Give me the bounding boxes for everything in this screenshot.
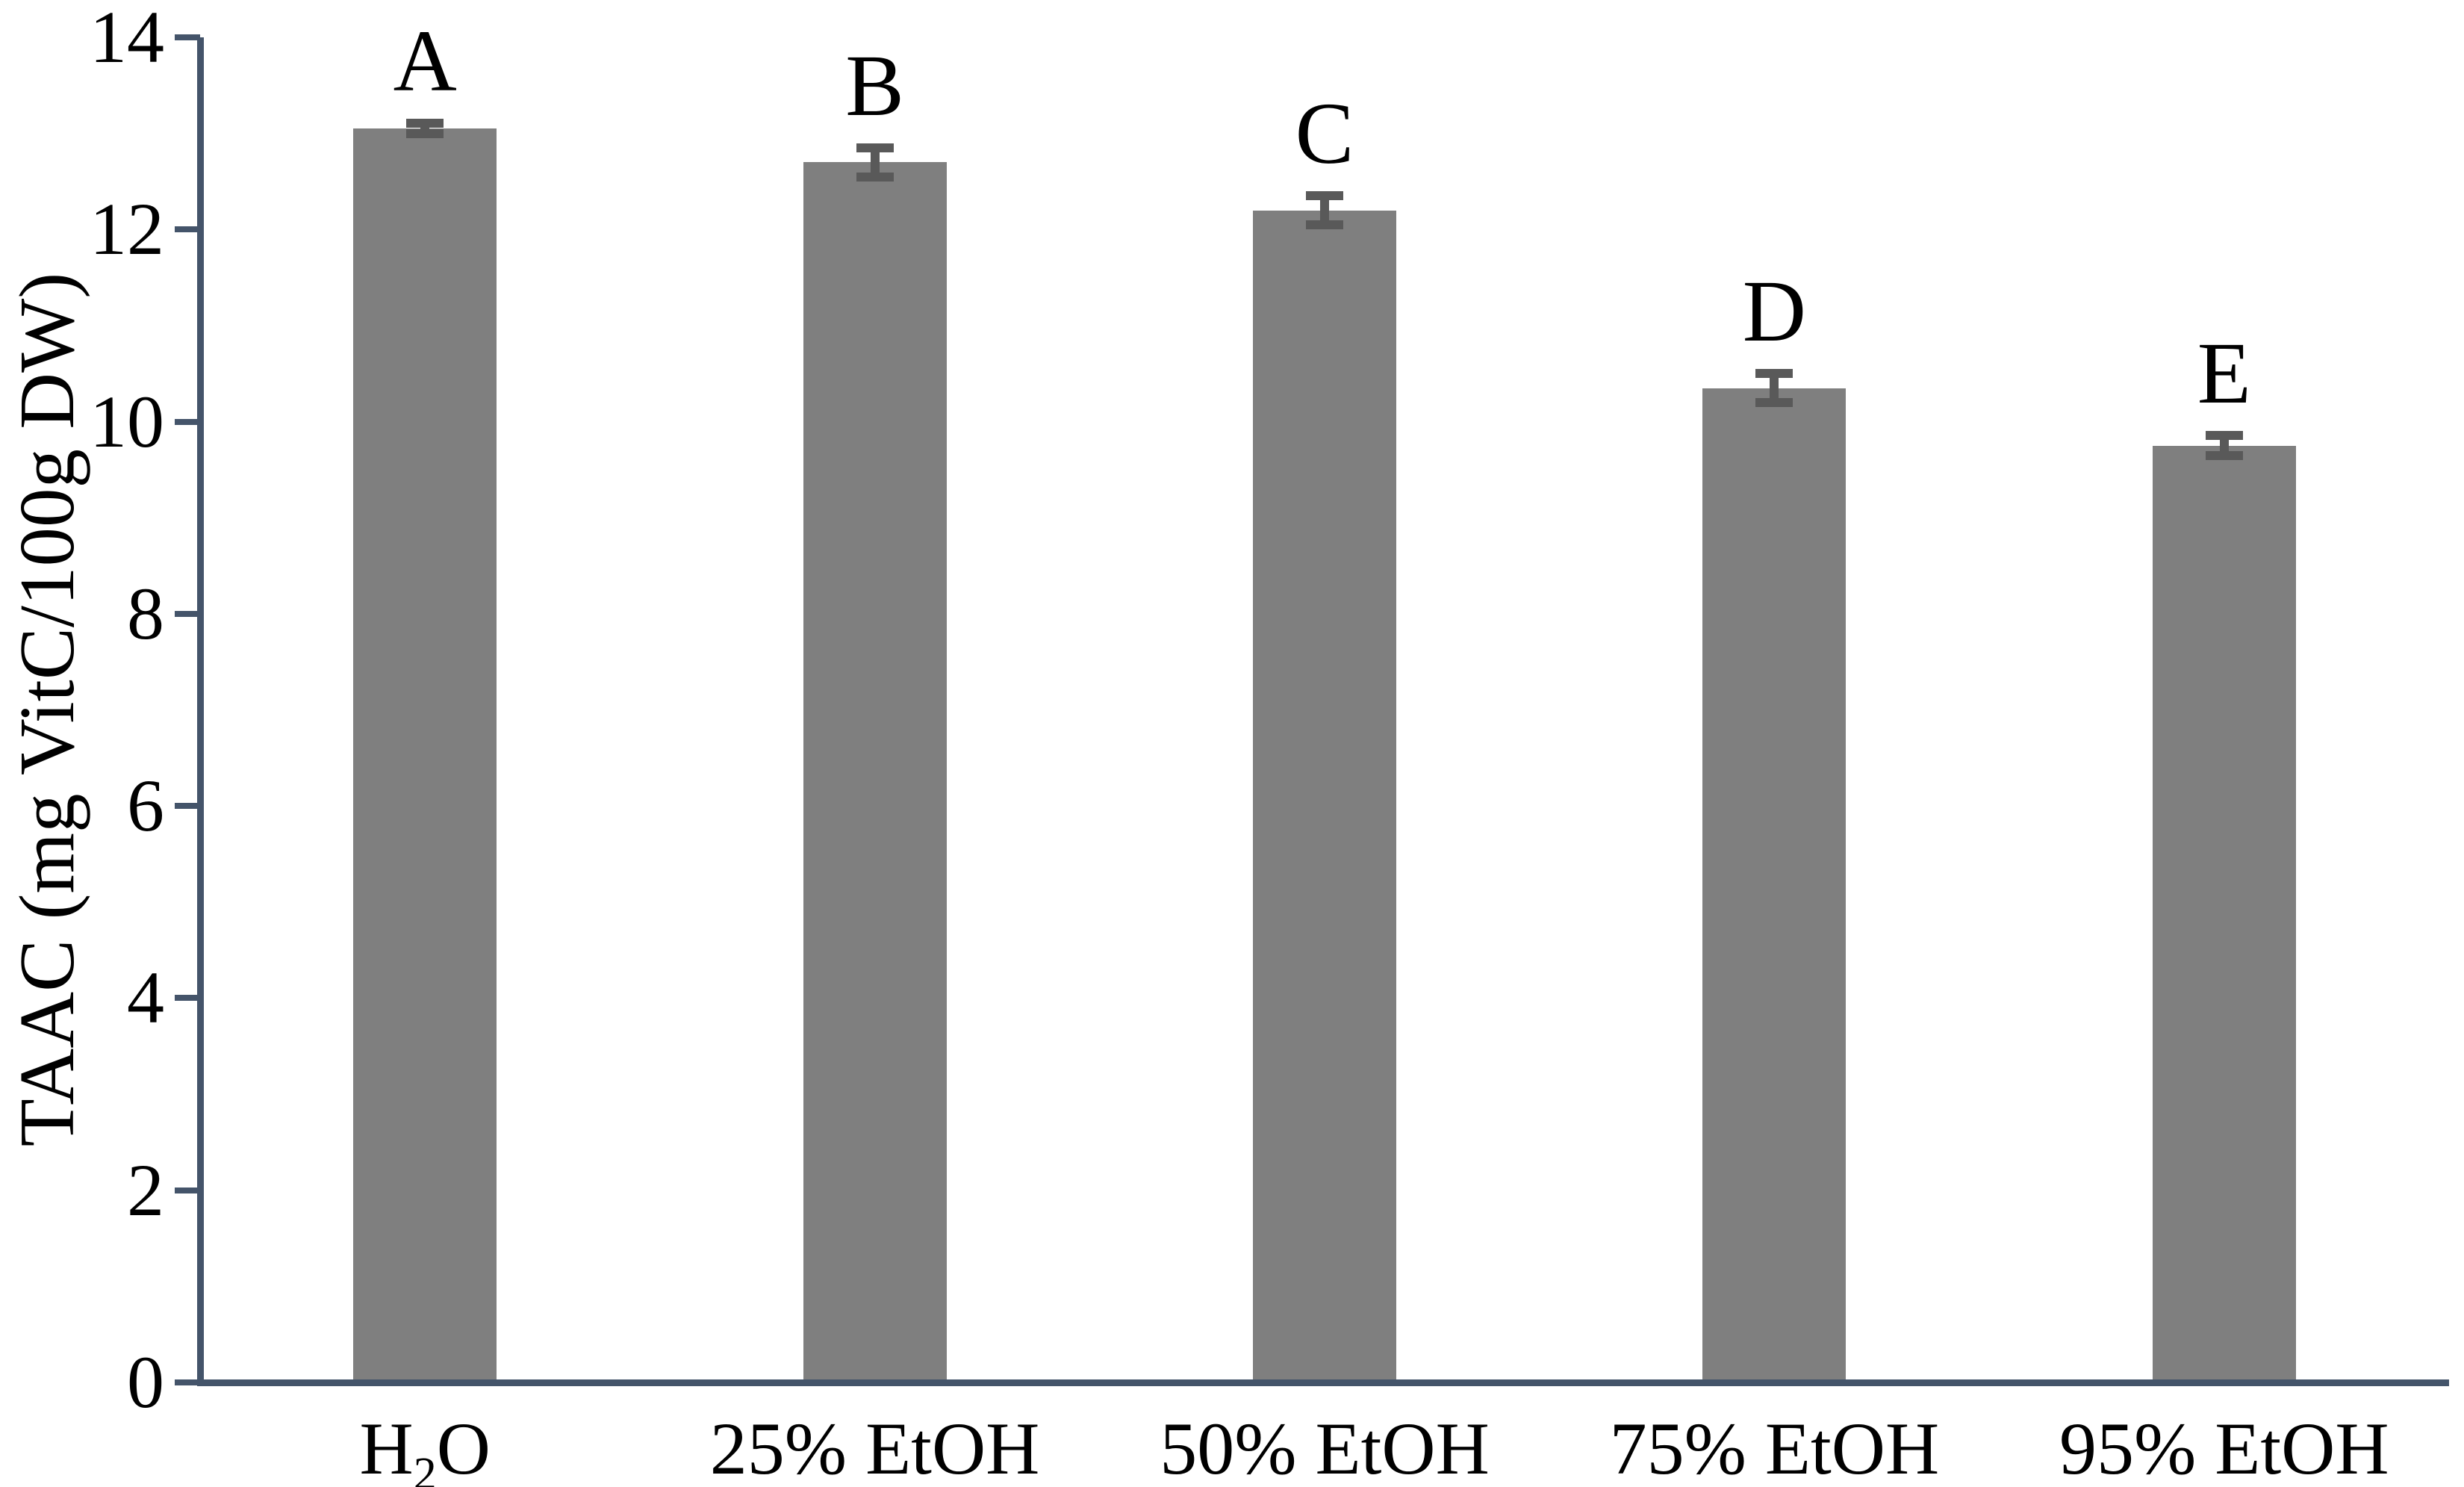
y-tick-mark: [175, 803, 200, 810]
y-tick-mark: [175, 1379, 200, 1385]
y-tick-mark: [175, 1187, 200, 1193]
category-label: 25% EtOH: [709, 1407, 1040, 1487]
y-axis-line: [197, 37, 204, 1386]
x-axis-line: [197, 1379, 2449, 1386]
significance-letter: A: [393, 12, 457, 111]
error-bar-cap-top: [2205, 431, 2243, 441]
error-bar-cap-top: [1755, 368, 1793, 378]
bar: [803, 162, 947, 1382]
y-tick-label: 14: [90, 0, 164, 78]
bar: [353, 128, 497, 1382]
error-bar-line: [1320, 190, 1329, 230]
bar: [1253, 210, 1396, 1382]
y-tick-mark: [175, 34, 200, 40]
y-tick-mark: [175, 418, 200, 425]
error-bar-cap-bottom: [406, 129, 444, 139]
y-tick-label: 10: [90, 379, 164, 463]
y-tick-label: 0: [127, 1341, 164, 1424]
category-label: H2O: [359, 1407, 491, 1487]
error-bar-cap-top: [1306, 190, 1343, 200]
significance-letter: D: [1742, 261, 1806, 360]
y-axis-title: TAAC (mg VitC/100g DW): [3, 272, 90, 1147]
error-bar-cap-top: [406, 119, 444, 128]
error-bar-cap-bottom: [856, 172, 894, 181]
bar: [1702, 388, 1847, 1382]
y-tick-label: 12: [90, 187, 164, 271]
category-label: 95% EtOH: [2059, 1407, 2389, 1487]
bar: [2152, 445, 2296, 1382]
error-bar-cap-bottom: [1306, 220, 1343, 230]
significance-letter: E: [2197, 324, 2251, 423]
significance-letter: C: [1295, 84, 1354, 182]
error-bar-cap-bottom: [1755, 398, 1793, 408]
y-tick-mark: [175, 995, 200, 1002]
y-tick-label: 4: [127, 956, 164, 1040]
error-bar-line: [870, 143, 880, 181]
error-bar-line: [1770, 368, 1779, 408]
error-bar-cap-bottom: [2205, 451, 2243, 461]
significance-letter: B: [845, 36, 904, 134]
y-tick-label: 2: [127, 1148, 164, 1232]
y-tick-label: 6: [127, 764, 164, 848]
y-tick-label: 8: [127, 571, 164, 655]
y-tick-mark: [175, 610, 200, 617]
category-label: 75% EtOH: [1609, 1407, 1940, 1487]
category-label: 50% EtOH: [1160, 1407, 1490, 1487]
y-tick-mark: [175, 226, 200, 233]
error-bar-cap-top: [856, 143, 894, 152]
